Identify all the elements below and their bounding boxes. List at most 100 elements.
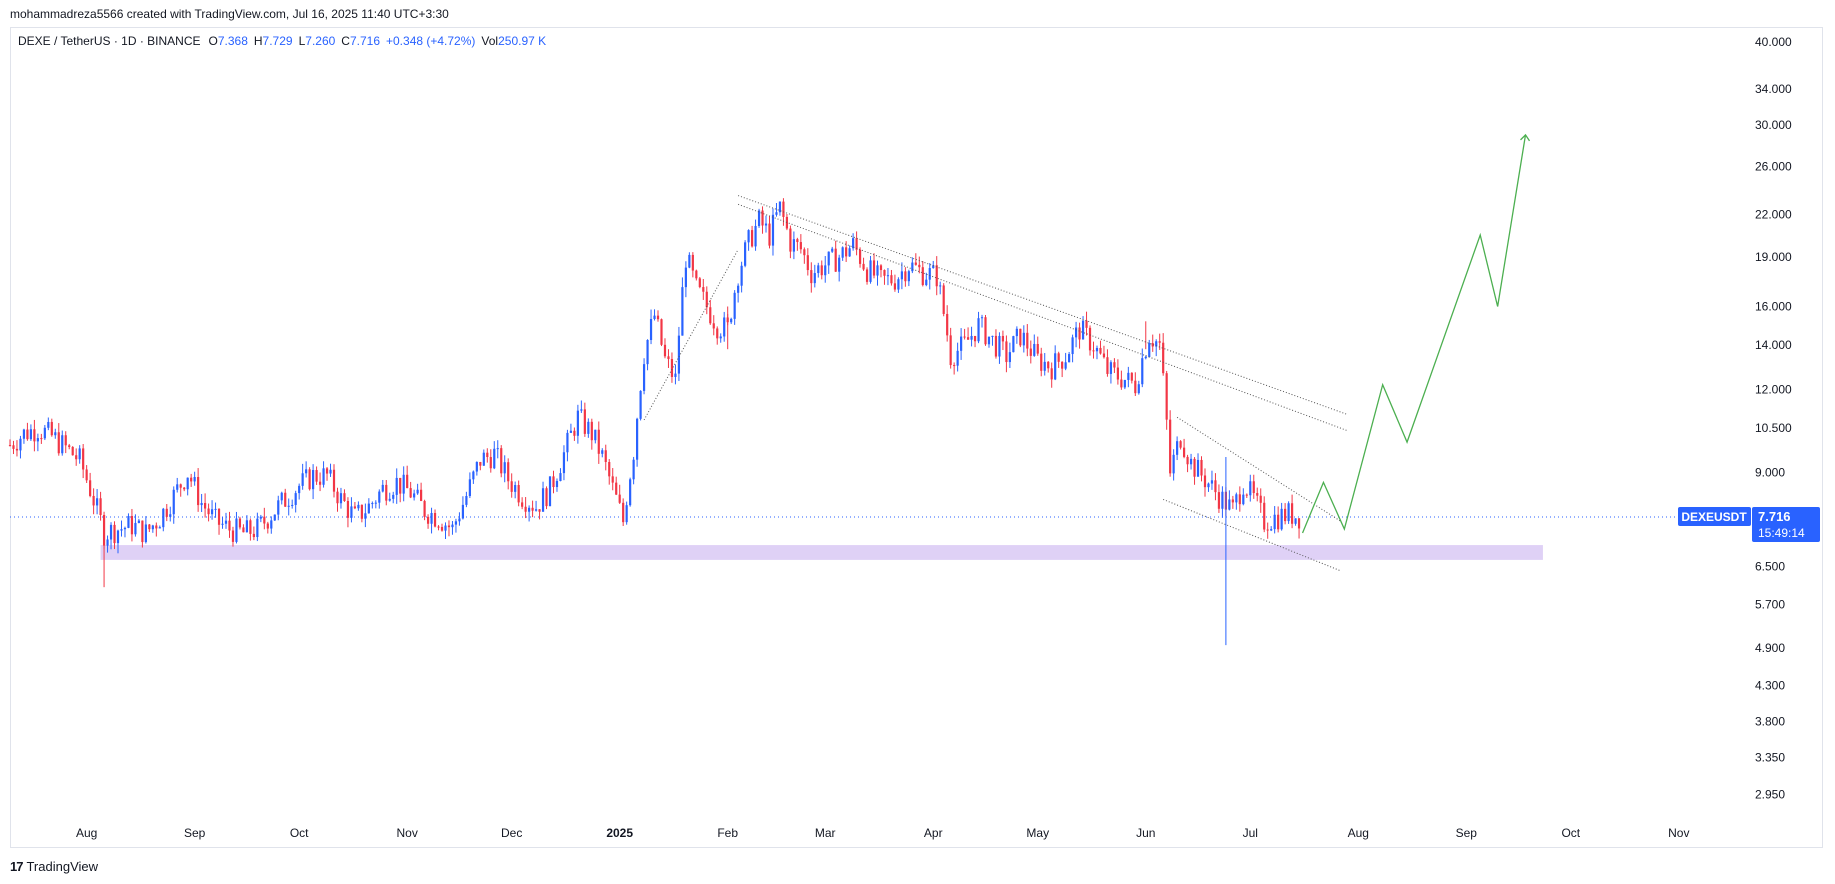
candle-body	[1116, 367, 1119, 380]
last-price-badge[interactable]	[1752, 506, 1820, 542]
candle-body	[207, 508, 210, 515]
candle-body	[953, 365, 956, 367]
candle-body	[517, 485, 520, 503]
candle-body	[245, 520, 249, 533]
y-tick-label: 14.000	[1755, 338, 1792, 352]
candle-body	[604, 450, 607, 463]
candle-body	[1102, 353, 1106, 358]
candle-body	[761, 210, 764, 226]
candle-body	[702, 287, 705, 292]
symbol-label[interactable]: DEXE / TetherUS · 1D · BINANCE	[18, 34, 201, 48]
projection-path[interactable]	[1301, 134, 1527, 534]
candle-body	[601, 450, 604, 454]
y-tick-label: 26.000	[1755, 159, 1792, 173]
candle-body	[649, 319, 653, 341]
ticker-badge[interactable]	[1678, 506, 1751, 526]
candle-body	[298, 485, 301, 494]
candle-body	[855, 238, 858, 250]
trendline[interactable]	[737, 203, 1349, 432]
candle-body	[768, 223, 771, 246]
candle-body	[165, 508, 168, 517]
candle-body	[360, 504, 363, 519]
candle-body	[862, 263, 865, 270]
candle-body	[329, 469, 332, 474]
change-value: +0.348 (+4.72%)	[386, 34, 476, 48]
candle-body	[980, 317, 984, 319]
candle-body	[19, 438, 22, 451]
candle-body	[388, 498, 391, 501]
candle-body	[639, 390, 642, 419]
candle-body	[496, 448, 499, 450]
candle-body	[430, 513, 433, 524]
y-tick-label: 4.300	[1755, 679, 1785, 693]
candle-body	[1280, 508, 1283, 530]
candle-body	[409, 488, 412, 498]
candle-body	[144, 524, 147, 543]
trendline[interactable]	[1162, 498, 1342, 572]
candle-body	[615, 482, 618, 495]
candle-body	[1144, 356, 1147, 359]
support-zone[interactable]	[100, 545, 1543, 560]
candle-body	[1273, 514, 1276, 530]
tradingview-footer[interactable]: 17 TradingView	[10, 859, 98, 874]
candle-body	[503, 462, 506, 474]
candle-body	[559, 473, 562, 482]
candle-body	[426, 516, 430, 524]
candle-body	[1026, 332, 1029, 349]
candle-body	[1200, 459, 1203, 476]
candle-body	[611, 476, 614, 483]
candle-body	[911, 262, 914, 272]
candle-body	[932, 265, 935, 269]
candle-body	[193, 476, 196, 482]
candle-body	[444, 525, 447, 531]
candle-body	[514, 485, 517, 492]
candle-body	[71, 446, 74, 456]
x-tick-label: Nov	[396, 826, 417, 840]
candle-body	[1085, 320, 1088, 328]
candle-body	[663, 344, 667, 357]
candle-body	[552, 476, 555, 488]
candle-body	[416, 489, 419, 494]
candle-body	[698, 278, 701, 288]
candle-body	[1155, 341, 1158, 347]
ticker-badge-label: DEXEUSDT	[1681, 510, 1747, 524]
candle-body	[291, 504, 294, 506]
candle-body	[186, 477, 189, 490]
candle-body	[235, 518, 238, 542]
candle-body	[399, 477, 402, 494]
candle-body	[562, 452, 566, 474]
candle-body	[994, 335, 998, 357]
candle-body	[573, 430, 576, 436]
candle-body	[1284, 508, 1287, 522]
candle-body	[371, 503, 374, 505]
candle-body	[1043, 361, 1046, 371]
candle-body	[183, 487, 186, 490]
y-tick-label: 34.000	[1755, 82, 1792, 96]
candle-body	[273, 514, 276, 521]
candle-body	[622, 502, 625, 523]
trendline[interactable]	[737, 195, 1349, 416]
candle-body	[1050, 368, 1053, 380]
candle-body	[886, 275, 890, 277]
candle-body	[677, 335, 681, 374]
candle-body	[172, 489, 175, 515]
candle-body	[468, 479, 471, 497]
candle-body	[834, 248, 837, 272]
candle-body	[127, 516, 130, 528]
candle-body	[608, 462, 611, 477]
candle-body	[705, 291, 708, 308]
candle-body	[92, 495, 95, 506]
x-tick-label: Oct	[1561, 826, 1580, 840]
candle-body	[876, 265, 879, 276]
candle-body	[782, 201, 785, 217]
trendline[interactable]	[643, 249, 739, 421]
candle-body	[831, 248, 834, 252]
candle-body	[1022, 332, 1025, 346]
candle-body	[597, 429, 600, 454]
candle-body	[757, 210, 761, 226]
candle-body	[312, 470, 315, 490]
candle-body	[1214, 480, 1217, 493]
candle-body	[1015, 328, 1018, 337]
candle-body	[1019, 328, 1022, 346]
